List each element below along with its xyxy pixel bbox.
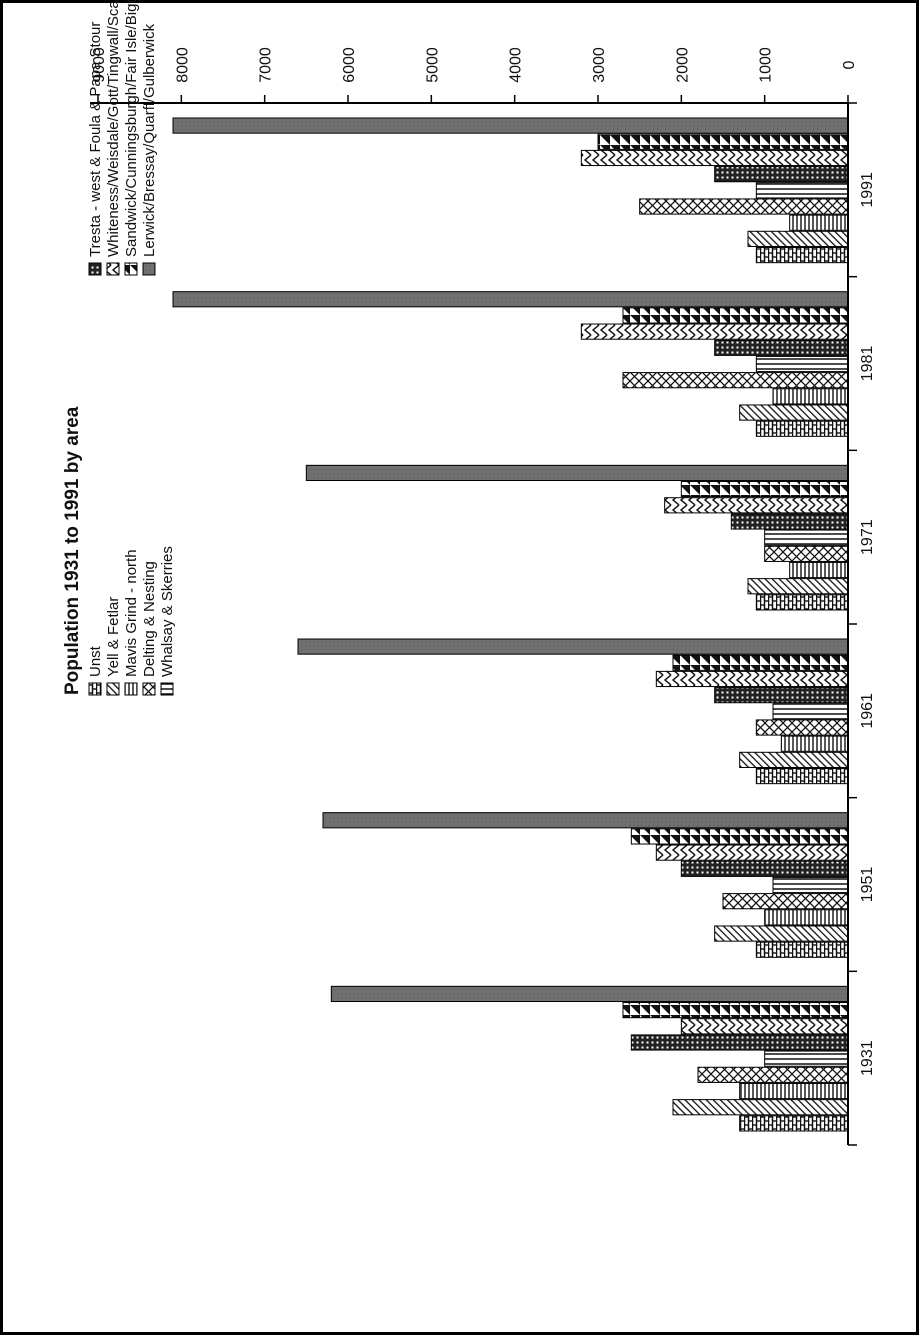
value-tick-label-6000: 6000 (341, 47, 358, 83)
category-axis: 1931 1951 1961 1971 1981 1991 (847, 102, 876, 1146)
category-label-1971: 1971 (859, 519, 876, 555)
legend-label-yell-fetlar: Yell & Fetlar (105, 597, 122, 677)
legend-swatch-whiteness-weisdale-gott-tingwall-scalloway-burra-trondra (106, 262, 120, 276)
legend-label-tresta-west-foula-papa-stour: Tresta - west & Foula & Papa Stour (87, 22, 104, 257)
bar-1961-yell-fetlar (739, 751, 849, 768)
bar-1991-unst (755, 246, 849, 264)
bar-1971-whiteness-weisdale-gott-tingwall-scalloway-burra-trondra (664, 497, 849, 514)
bar-1971-mavis-grind-north (789, 561, 849, 579)
value-tick-label-9000: 9000 (91, 47, 108, 83)
bar-1951-unst (755, 941, 849, 958)
legend-label-delting-nesting: Delting & Nesting (141, 561, 158, 677)
bar-1971-delting-nesting (764, 545, 849, 562)
legend-swatch-yell-fetlar (106, 682, 120, 696)
bar-1991-mavis-grind-north (789, 214, 849, 231)
bar-1951-tresta-west-foula-papa-stour (680, 860, 849, 877)
bar-1951-whiteness-weisdale-gott-tingwall-scalloway-burra-trondra (655, 844, 849, 861)
bar-1931-sandwick-cunningsburgh-fair-isle-bigton-junction-south (622, 1002, 849, 1019)
legend-swatch-delting-nesting (142, 682, 156, 696)
legend-swatch-tresta-west-foula-papa-stour (88, 262, 102, 276)
bar-1951-sandwick-cunningsburgh-fair-isle-bigton-junction-south (630, 828, 849, 845)
bar-1971-tresta-west-foula-papa-stour (730, 513, 849, 530)
bar-1961-whiteness-weisdale-gott-tingwall-scalloway-burra-trondra (655, 670, 849, 688)
bar-1991-tresta-west-foula-papa-stour (714, 166, 849, 183)
bar-1961-delting-nesting (755, 719, 849, 736)
bar-1971-sandwick-cunningsburgh-fair-isle-bigton-junction-south (680, 481, 849, 498)
legend: Unst Yell & Fetlar Mavis Grind - north Delt… (87, 0, 176, 696)
legend-swatch-lerwick-bressay-quarff-gulberwick (142, 262, 156, 276)
bar-1971-whalsay-skerries (764, 529, 849, 546)
bar-1991-sandwick-cunningsburgh-fair-isle-bigton-junction-south (597, 133, 849, 150)
bar-1931-yell-fetlar (672, 1099, 849, 1116)
bar-1961-mavis-grind-north (780, 735, 849, 752)
bars-layer (172, 117, 849, 1132)
category-label-1931: 1931 (859, 1040, 876, 1076)
bar-1961-whalsay-skerries (772, 703, 849, 720)
bar-1951-lerwick-bressay-quarff-gulberwick (322, 812, 849, 829)
bar-1971-lerwick-bressay-quarff-gulberwick (305, 464, 849, 482)
legend-swatch-mavis-grind-north (124, 682, 138, 696)
legend-label-lerwick-bressay-quarff-gulberwick: Lerwick/Bressay/Quarff/Gulberwick (141, 23, 158, 257)
bar-1991-yell-fetlar (747, 230, 849, 247)
value-tick-label-8000: 8000 (174, 47, 191, 83)
legend-swatch-sandwick-cunningsburgh-fair-isle-bigton-junction-south (124, 262, 138, 276)
category-label-1981: 1981 (859, 346, 876, 382)
legend-label-sandwick-cunningsburgh-fair-isle-bigton-junction-south: Sandwick/Cunningsburgh/Fair Isle/Bigton … (123, 0, 140, 257)
bar-1931-unst (739, 1115, 849, 1132)
bar-1981-tresta-west-foula-papa-stour (714, 339, 849, 356)
bar-1971-unst (755, 594, 849, 611)
bar-1971-yell-fetlar (747, 578, 849, 595)
bar-1961-sandwick-cunningsburgh-fair-isle-bigton-junction-south (672, 654, 849, 671)
chart-title: Population 1931 to 1991 by area (62, 406, 83, 695)
bar-1981-sandwick-cunningsburgh-fair-isle-bigton-junction-south (622, 307, 849, 324)
bar-1991-lerwick-bressay-quarff-gulberwick (172, 117, 849, 134)
bar-1981-lerwick-bressay-quarff-gulberwick (172, 291, 849, 308)
value-tick-label-1000: 1000 (758, 47, 775, 83)
bar-1931-whalsay-skerries (764, 1050, 849, 1067)
bar-1951-whalsay-skerries (772, 876, 849, 894)
value-tick-label-7000: 7000 (258, 47, 275, 83)
bar-1981-delting-nesting (622, 372, 849, 389)
bar-1981-mavis-grind-north (772, 388, 849, 405)
value-tick-label-3000: 3000 (591, 47, 608, 83)
value-tick-label-4000: 4000 (508, 47, 525, 83)
bar-1981-unst (755, 420, 849, 437)
bar-1981-whalsay-skerries (755, 355, 849, 373)
category-label-1991: 1991 (859, 172, 876, 208)
bar-1991-whiteness-weisdale-gott-tingwall-scalloway-burra-trondra (580, 149, 849, 167)
value-tick-label-0: 0 (841, 60, 858, 69)
bar-1961-tresta-west-foula-papa-stour (714, 687, 849, 704)
bar-1931-mavis-grind-north (739, 1082, 849, 1100)
bar-1991-whalsay-skerries (755, 182, 849, 199)
category-label-1961: 1961 (859, 693, 876, 729)
value-tick-label-5000: 5000 (424, 47, 441, 83)
bar-1991-delting-nesting (639, 198, 849, 215)
bar-1981-whiteness-weisdale-gott-tingwall-scalloway-burra-trondra (580, 323, 849, 340)
legend-label-whiteness-weisdale-gott-tingwall-scalloway-burra-trondra: Whiteness/Weisdale/Gott/Tingwall/Scallow… (105, 0, 122, 257)
bar-1931-tresta-west-foula-papa-stour (630, 1034, 849, 1051)
bar-1981-yell-fetlar (739, 404, 849, 421)
value-axis: 0 1000 2000 3000 4000 5000 6000 7000 8000 9000 (90, 47, 858, 104)
legend-swatch-whalsay-skerries (160, 682, 174, 696)
bar-1951-yell-fetlar (714, 925, 849, 942)
bar-1931-delting-nesting (697, 1066, 849, 1083)
bar-1931-whiteness-weisdale-gott-tingwall-scalloway-burra-trondra (680, 1018, 849, 1035)
bar-1931-lerwick-bressay-quarff-gulberwick (330, 985, 849, 1003)
value-tick-label-2000: 2000 (674, 47, 691, 83)
bar-1951-delting-nesting (722, 893, 849, 910)
bar-1961-lerwick-bressay-quarff-gulberwick (297, 638, 849, 655)
legend-swatch-unst (88, 682, 102, 696)
legend-label-unst: Unst (87, 645, 104, 677)
legend-label-whalsay-skerries: Whalsay & Skerries (159, 546, 176, 677)
category-label-1951: 1951 (859, 867, 876, 903)
bar-1951-mavis-grind-north (764, 909, 849, 926)
bar-1961-unst (755, 767, 849, 785)
legend-label-mavis-grind-north: Mavis Grind - north (123, 549, 140, 677)
